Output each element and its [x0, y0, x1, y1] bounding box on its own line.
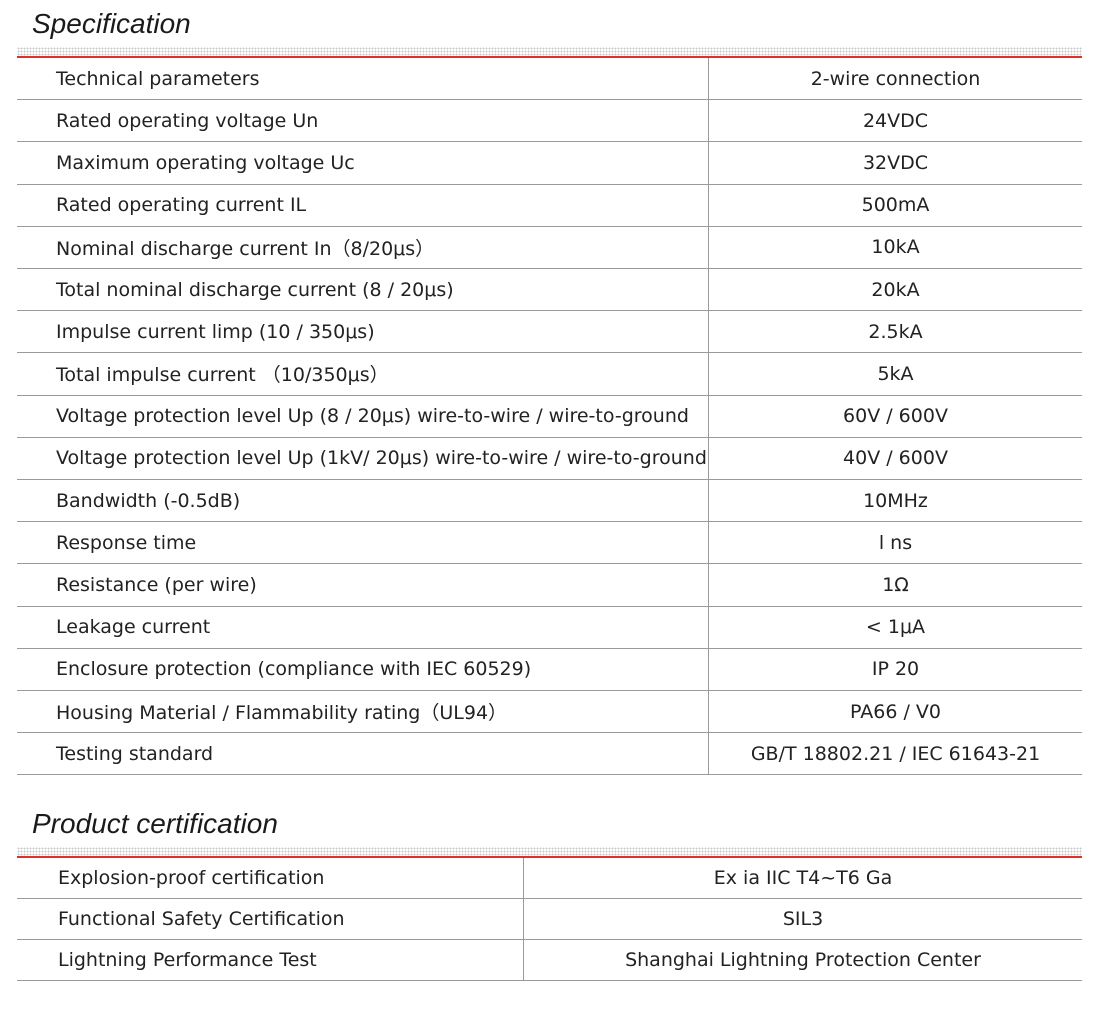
value-cell: 2-wire connection	[810, 67, 981, 90]
parameter-cell: Rated operating voltage Un	[17, 100, 709, 142]
table-row: Nominal discharge current In（8/20μs） 10kA	[17, 226, 1082, 269]
parameter-cell: Bandwidth (-0.5dB)	[17, 480, 709, 522]
value-cell: < 1μA	[865, 616, 926, 639]
parameter-cell: Nominal discharge current In（8/20μs）	[17, 226, 709, 268]
table-row: Bandwidth (-0.5dB) 10MHz	[17, 480, 1082, 523]
red-rule	[17, 856, 1082, 858]
table-row: Lightning Performance Test Shanghai Light…	[17, 940, 1082, 981]
table-row: Voltage protection level Up (1kV/ 20μs) …	[17, 437, 1082, 480]
value-cell: 5kA	[877, 362, 914, 385]
parameter-cell: Functional Safety Certification	[17, 899, 524, 939]
parameter-cell: Resistance (per wire)	[17, 564, 709, 606]
table-row: Enclosure protection (compliance with IE…	[17, 648, 1082, 691]
parameter-cell: Voltage protection level Up (8 / 20μs) w…	[17, 395, 709, 437]
value-cell: 2.5kA	[868, 320, 923, 343]
section-title: Specification	[32, 8, 191, 39]
table-row: Rated operating current IL 500mA	[17, 184, 1082, 227]
parameter-cell: Response time	[17, 522, 709, 564]
dotted-band	[17, 47, 1082, 56]
table-row: Rated operating voltage Un 24VDC	[17, 100, 1082, 143]
table-row: Total nominal discharge current (8 / 20μ…	[17, 269, 1082, 312]
table-row: Maximum operating voltage Uc 32VDC	[17, 142, 1082, 185]
parameter-cell: Leakage current	[17, 606, 709, 648]
value-cell: PA66 / V0	[850, 700, 941, 723]
table-row: Response time l ns	[17, 522, 1082, 565]
value-cell: 20kA	[871, 278, 920, 301]
value-cell: 32VDC	[862, 151, 929, 174]
value-cell: 40V / 600V	[843, 447, 948, 470]
value-cell: 500mA	[861, 194, 930, 217]
value-cell: SIL3	[782, 908, 824, 930]
table-row: Impulse current limp (10 / 350μs) 2.5kA	[17, 311, 1082, 354]
table-row: Leakage current < 1μA	[17, 606, 1082, 649]
table-row: Total impulse current （10/350μs） 5kA	[17, 353, 1082, 396]
parameter-cell: Lightning Performance Test	[17, 940, 524, 980]
value-cell: 24VDC	[862, 109, 929, 132]
value-cell: 10kA	[871, 236, 920, 259]
table-row: Technical parameters 2-wire connection	[17, 58, 1082, 101]
parameter-cell: Total nominal discharge current (8 / 20μ…	[17, 269, 709, 311]
table-row: Voltage protection level Up (8 / 20μs) w…	[17, 395, 1082, 438]
parameter-cell: Impulse current limp (10 / 350μs)	[17, 311, 709, 353]
value-cell: GB/T 18802.21 / IEC 61643-21	[750, 742, 1041, 765]
value-cell: l ns	[878, 531, 913, 554]
table-row: Housing Material / Flammability rating（U…	[17, 691, 1082, 734]
value-cell: Ex ia IIC T4~T6 Ga	[713, 867, 893, 889]
value-cell: 10MHz	[863, 489, 928, 512]
dotted-band	[17, 847, 1082, 856]
parameter-cell: Total impulse current （10/350μs）	[17, 353, 709, 395]
table-row: Explosion-proof certification Ex ia IIC T…	[17, 858, 1082, 899]
parameter-cell: Maximum operating voltage Uc	[17, 142, 709, 184]
value-cell: Shanghai Lightning Protection Center	[625, 949, 981, 971]
value-cell: 1Ω	[882, 573, 909, 596]
table-row: Functional Safety Certification SIL3	[17, 899, 1082, 940]
parameter-cell: Enclosure protection (compliance with IE…	[17, 648, 709, 690]
table-row: Testing standard GB/T 18802.21 / IEC 6164…	[17, 733, 1082, 776]
parameter-cell: Technical parameters	[17, 58, 709, 100]
parameter-cell: Explosion-proof certification	[17, 858, 524, 898]
value-cell: 60V / 600V	[843, 405, 948, 428]
table-row: Resistance (per wire) 1Ω	[17, 564, 1082, 607]
parameter-cell: Testing standard	[17, 733, 709, 775]
parameter-cell: Housing Material / Flammability rating（U…	[17, 691, 709, 733]
parameter-cell: Rated operating current IL	[17, 184, 709, 226]
section-title: Product certification	[32, 808, 278, 839]
red-rule	[17, 56, 1082, 58]
value-cell: IP 20	[871, 658, 920, 681]
parameter-cell: Voltage protection level Up (1kV/ 20μs) …	[17, 437, 709, 479]
